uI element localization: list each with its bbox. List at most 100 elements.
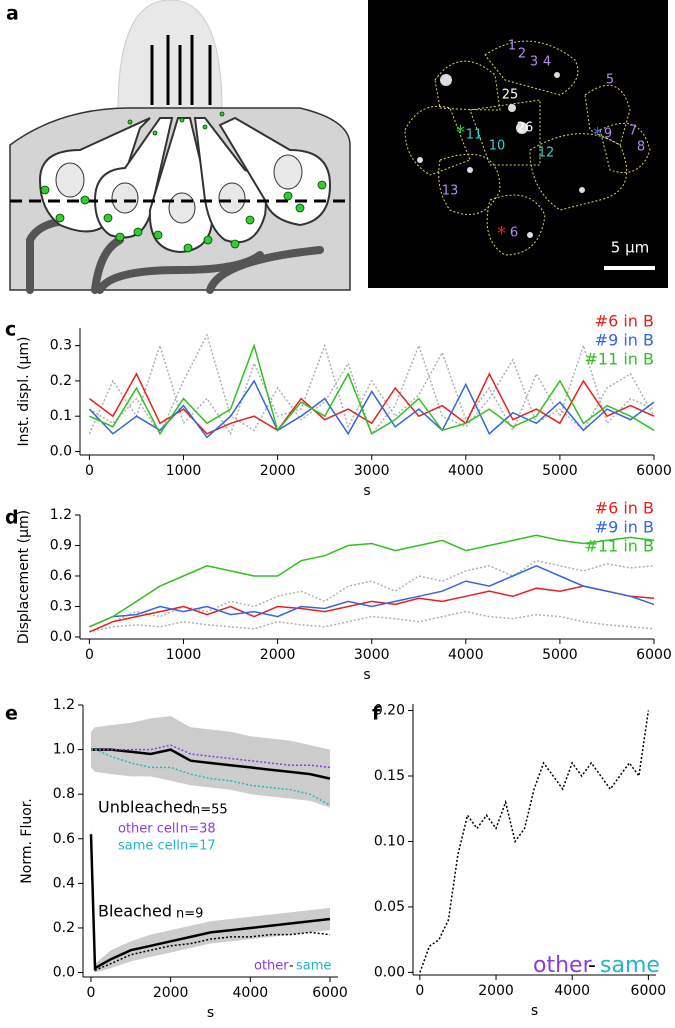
legend-entry: #9 in B (595, 331, 654, 350)
cell-label: 3 (530, 55, 538, 70)
scale-bar-label: 5 µm (611, 239, 649, 257)
x-axis-label: s (531, 1003, 538, 1019)
cell-label: 7 (629, 124, 637, 139)
series-line (91, 744, 331, 769)
star: * (456, 122, 465, 143)
annotation: - (588, 953, 596, 978)
cell-label: 5 (606, 73, 614, 88)
x-tick-label: 6000 (636, 647, 672, 663)
cell-label: 1 (508, 39, 516, 54)
cell-label: 9 (604, 127, 612, 142)
annotation: other (254, 959, 289, 974)
annotation: same (600, 953, 660, 978)
star: * (497, 223, 506, 244)
legend-entry: #6 in B (595, 312, 654, 331)
annotation: same (296, 959, 331, 974)
series-line (88, 343, 655, 436)
x-tick-label: 6000 (631, 983, 667, 999)
cell-label: 2 (518, 47, 526, 62)
series-line (89, 343, 655, 436)
series-line (419, 710, 650, 973)
band (90, 825, 331, 973)
x-tick-label: 4000 (448, 647, 484, 663)
annotation: Unbleached (98, 798, 193, 817)
annotation: - (289, 959, 294, 974)
legend-entry: #11 in B (585, 537, 655, 556)
y-tick-label: 0.9 (50, 537, 72, 553)
cell-label: 12 (538, 146, 555, 161)
y-axis-label: Inst. displ. (μm) (16, 337, 32, 447)
panel-label: d (5, 507, 19, 529)
annotation: other (533, 953, 593, 978)
x-tick-label: 6000 (636, 463, 672, 479)
legend-entry: #6 in B (595, 499, 654, 518)
y-tick-label: 0.6 (53, 831, 75, 847)
x-tick-label: 2000 (153, 985, 189, 1001)
annotation: same cell (118, 839, 180, 854)
x-axis-label: s (207, 1005, 214, 1021)
y-tick-label: 0.05 (374, 899, 405, 915)
cell-label: 11 (466, 128, 483, 143)
legend-entry: #11 in B (585, 350, 655, 369)
annotation: n=38 (180, 822, 216, 837)
panel-label: e (5, 703, 18, 725)
x-tick-label: 1000 (166, 463, 202, 479)
x-axis-label: s (363, 667, 370, 683)
x-tick-label: 3000 (354, 647, 390, 663)
panel-label: f (372, 703, 381, 725)
y-tick-label: 0.1 (50, 408, 72, 424)
x-axis-label: s (363, 483, 370, 499)
schematic (9, 0, 351, 294)
y-tick-label: 0.10 (374, 833, 405, 849)
series-line (88, 379, 655, 439)
annotation: n=17 (180, 839, 216, 854)
x-tick-label: 0 (85, 647, 94, 663)
annotation: n=9 (176, 907, 203, 922)
cell-label: 25 (502, 88, 519, 103)
series-line (91, 748, 331, 806)
annotation: other cell (118, 822, 179, 837)
y-tick-label: 0.3 (50, 598, 72, 614)
y-tick-label: 0.20 (374, 703, 405, 719)
annotation: Bleached (98, 902, 172, 921)
x-tick-label: 0 (415, 983, 424, 999)
y-tick-label: 0.0 (50, 443, 72, 459)
y-tick-label: 1.2 (53, 697, 75, 713)
series-line (89, 610, 655, 633)
series-line (89, 585, 655, 633)
x-tick-label: 4000 (448, 463, 484, 479)
x-tick-label: 5000 (542, 647, 578, 663)
y-tick-label: 0.00 (374, 964, 405, 980)
x-tick-label: 4000 (554, 983, 590, 999)
x-tick-label: 1000 (166, 647, 202, 663)
y-tick-label: 0.15 (374, 768, 405, 784)
y-tick-label: 0.0 (53, 965, 75, 981)
series-line (88, 372, 655, 435)
cell-label: 10 (489, 139, 506, 154)
y-tick-label: 0.8 (53, 786, 75, 802)
cell-label: 13 (442, 184, 459, 199)
legend-entry: #9 in B (595, 518, 654, 537)
y-tick-label: 0.6 (50, 568, 72, 584)
micrograph: 5 µm * * * (368, 0, 668, 288)
series-line (89, 834, 331, 971)
y-tick-label: 0.0 (50, 629, 72, 645)
x-tick-label: 2000 (478, 983, 514, 999)
x-tick-label: 3000 (354, 463, 390, 479)
series-line (89, 534, 655, 628)
y-axis-label: Norm. Fluor. (19, 798, 35, 883)
series-line (91, 748, 331, 780)
cell-label: 8 (637, 140, 645, 155)
series-line (89, 333, 655, 436)
x-tick-label: 6000 (312, 985, 348, 1001)
cell-label: 4 (543, 55, 551, 70)
cell-label: 6 (510, 226, 518, 241)
x-tick-label: 0 (87, 985, 96, 1001)
y-tick-label: 1.2 (50, 507, 72, 523)
x-tick-label: 0 (85, 463, 94, 479)
y-tick-label: 0.3 (50, 338, 72, 354)
y-axis-label: Displacement (μm) (16, 510, 32, 644)
panel-label: a (6, 3, 19, 25)
series-line (89, 564, 655, 628)
